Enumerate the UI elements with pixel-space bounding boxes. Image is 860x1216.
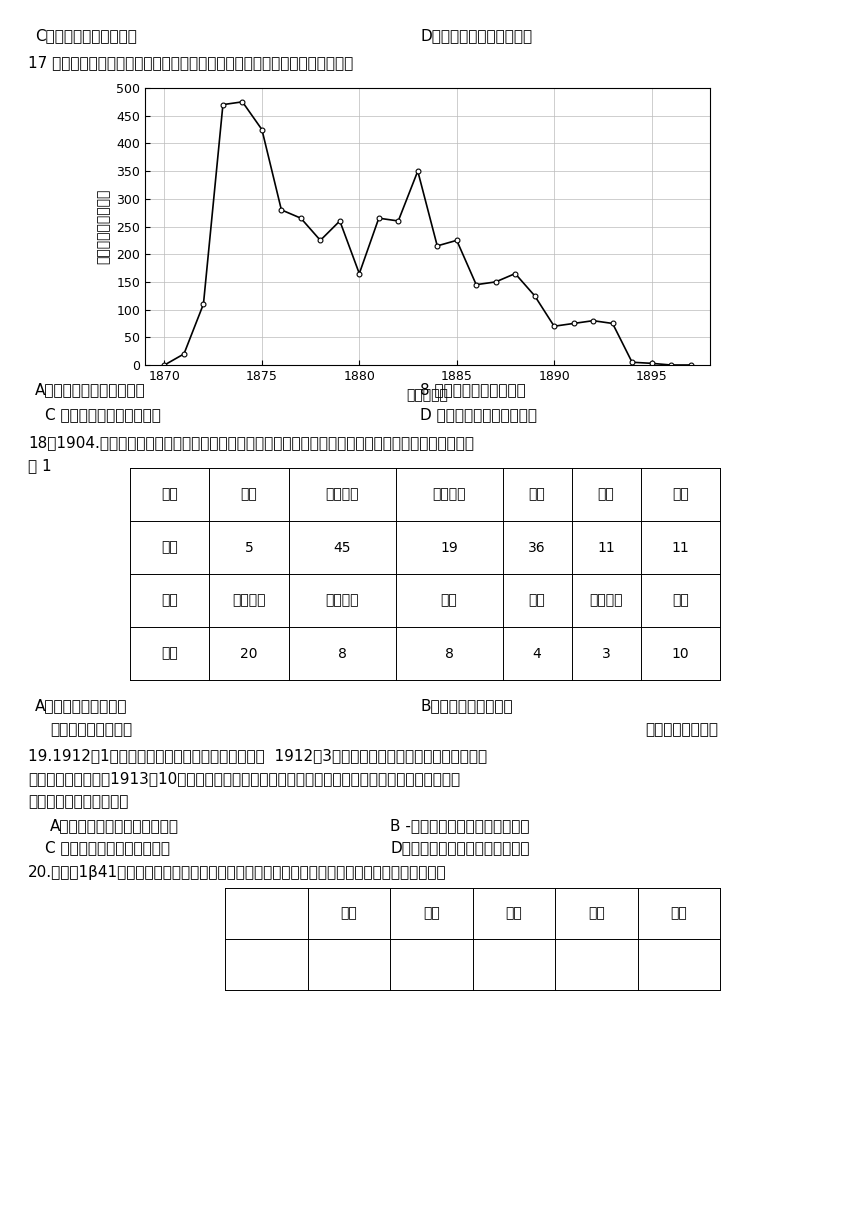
Text: 中学文学: 中学文学 (433, 488, 466, 501)
Text: D 列强放松了对中国的侵略: D 列强放松了对中国的侵略 (420, 407, 537, 422)
Text: 外语: 外语 (529, 488, 545, 501)
Text: D．反映了社会结构的变化: D．反映了社会结构的变化 (420, 28, 532, 43)
Y-axis label: 军械广告总量（则）: 军械广告总量（则） (96, 188, 111, 264)
Text: B．重在培养维新人才: B．重在培养维新人才 (420, 698, 513, 713)
Text: 20.如表为1β41年年底晋西北敌后亢日根据地党委各级干部成分情况统计表。这一干部成分构成（: 20.如表为1β41年年底晋西北敌后亢日根据地党委各级干部成分情况统计表。这一干… (28, 865, 446, 880)
Text: 45: 45 (334, 540, 351, 554)
Text: 课时: 课时 (162, 540, 178, 554)
Text: 课程: 课程 (162, 488, 178, 501)
Text: 统制为责任内阁制；1913年10月，袁世凯就任正式大总统后，又改责任内阁制为总统制。上述现象反: 统制为责任内阁制；1913年10月，袁世凯就任正式大总统后，又改责任内阁制为总统… (28, 771, 460, 786)
Text: 育 1: 育 1 (28, 458, 52, 473)
Text: 贫农: 贫农 (588, 906, 605, 921)
Text: 18．1904.年清政府学部颁布《奏定学堂章程》，规定了中等学堂如下课程、课时。从中可以看出清末教: 18．1904.年清政府学部颁布《奏定学堂章程》，规定了中等学堂如下课程、课时。… (28, 435, 474, 450)
Text: 10: 10 (672, 647, 689, 660)
Text: 形成了完整的体系: 形成了完整的体系 (50, 722, 132, 737)
Text: 历史: 历史 (598, 488, 615, 501)
Text: 课时: 课时 (162, 647, 178, 660)
Text: C．传播了中华传统文化: C．传播了中华传统文化 (35, 28, 137, 43)
Text: D．中国缺乏民主共和的社会基础: D．中国缺乏民主共和的社会基础 (390, 840, 530, 855)
Text: 法制理财: 法制理财 (589, 593, 623, 608)
Text: A．民族资本主义迅速发展: A．民族资本主义迅速发展 (35, 382, 145, 396)
Text: 理化: 理化 (441, 593, 458, 608)
Text: 中农: 中农 (506, 906, 522, 921)
Text: 富农: 富农 (423, 906, 439, 921)
Text: B -君主专制独裁的观念根深蒂固: B -君主专制独裁的观念根深蒂固 (390, 818, 530, 833)
Text: 修身: 修身 (241, 488, 257, 501)
Text: 植物动物: 植物动物 (325, 593, 359, 608)
Text: 8 清末新政取得一定成效: 8 清末新政取得一定成效 (420, 382, 525, 396)
Text: 旨在提升国民素质: 旨在提升国民素质 (645, 722, 718, 737)
Text: A．民生与专制之间的斗争激烈: A．民生与专制之间的斗争激烈 (50, 818, 179, 833)
Text: 地主: 地主 (341, 906, 357, 921)
Text: 19.1912年1月，南京临时政府成立时实行总统制；  1912年3月颁布的《中华民国临时约法》，改总: 19.1912年1月，南京临时政府成立时实行总统制； 1912年3月颁布的《中华… (28, 748, 487, 762)
Text: 体操: 体操 (672, 593, 689, 608)
Text: 11: 11 (672, 540, 689, 554)
Text: 8: 8 (338, 647, 347, 660)
X-axis label: 年份（年）: 年份（年） (407, 388, 448, 402)
Text: 11: 11 (597, 540, 615, 554)
Text: 映的实质问题是（　　）: 映的实质问题是（ ） (28, 794, 128, 809)
Text: 20: 20 (240, 647, 258, 660)
Text: 8: 8 (445, 647, 453, 660)
Text: 4: 4 (532, 647, 542, 660)
Text: 17 下图是洋商在上海《申报》投放的西方军械广告总量统计图，它反映了（）: 17 下图是洋商在上海《申报》投放的西方军械广告总量统计图，它反映了（） (28, 55, 353, 71)
Text: A．改革具有民族特色: A．改革具有民族特色 (35, 698, 127, 713)
Text: 地理: 地理 (672, 488, 689, 501)
Text: 其他: 其他 (671, 906, 687, 921)
Text: 几何代数: 几何代数 (232, 593, 266, 608)
Text: C 早期现代化尝试效果显现: C 早期现代化尝试效果显现 (45, 407, 161, 422)
Text: 卖经讲经: 卖经讲经 (325, 488, 359, 501)
Text: 3: 3 (602, 647, 611, 660)
Text: 课程: 课程 (162, 593, 178, 608)
Text: 36: 36 (528, 540, 546, 554)
Text: C 责任内阁制在中国难以推行: C 责任内阁制在中国难以推行 (45, 840, 170, 855)
Text: 图画: 图画 (529, 593, 545, 608)
Text: 5: 5 (244, 540, 254, 554)
Text: 19: 19 (440, 540, 458, 554)
